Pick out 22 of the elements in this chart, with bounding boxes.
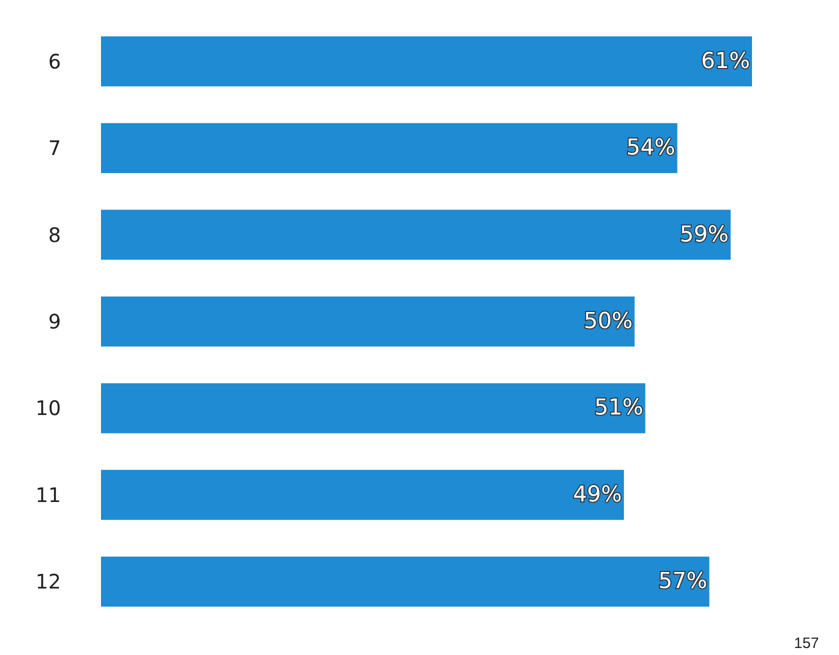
bar (101, 36, 752, 86)
y-tick-label: 11 (36, 482, 61, 507)
data-label: 51% (594, 396, 644, 421)
y-tick-label: 8 (48, 222, 61, 247)
bar (101, 123, 678, 174)
bar (101, 210, 731, 260)
text: 157 (794, 635, 820, 652)
y-tick-label: 6 (48, 49, 61, 74)
data-label: 61% (701, 48, 750, 74)
bar (101, 383, 646, 434)
data-label: 57% (658, 569, 708, 594)
bar (101, 296, 635, 346)
y-tick-label: 9 (48, 310, 61, 334)
y-tick-label: 10 (36, 396, 61, 420)
data-label: 54% (626, 136, 676, 161)
data-label: 49% (573, 482, 622, 508)
data-label: 50% (584, 309, 633, 334)
bar (101, 470, 624, 520)
y-tick-label: 7 (48, 136, 61, 160)
bar (101, 556, 710, 607)
data-label: 59% (680, 222, 729, 248)
y-tick-label: 12 (36, 570, 61, 594)
